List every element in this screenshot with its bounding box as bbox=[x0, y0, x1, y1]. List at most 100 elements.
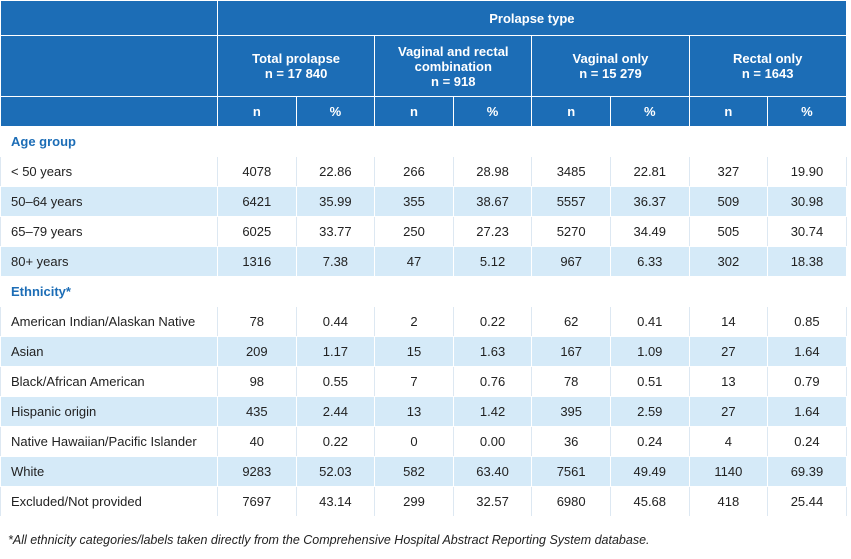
cell-value: 2 bbox=[374, 306, 454, 337]
sub-header: % bbox=[295, 96, 376, 127]
cell-value: 40 bbox=[217, 426, 297, 457]
row-label: Hispanic origin bbox=[0, 396, 218, 427]
cell-value: 25.44 bbox=[767, 486, 847, 517]
cell-value: 0.00 bbox=[452, 426, 533, 457]
cell-value: 299 bbox=[374, 486, 454, 517]
cell-value: 7.38 bbox=[295, 246, 376, 277]
header-row: Prolapse type bbox=[0, 0, 847, 36]
row-label: American Indian/Alaskan Native bbox=[0, 306, 218, 337]
group-label: Rectal only bbox=[732, 51, 803, 66]
group-header: Total prolapse n = 17 840 bbox=[216, 35, 376, 97]
group-n: n = 15 279 bbox=[579, 66, 642, 81]
cell-value: 1.64 bbox=[767, 396, 847, 427]
section-title: Ethnicity* bbox=[0, 276, 847, 307]
cell-value: 36 bbox=[531, 426, 611, 457]
cell-value: 19.90 bbox=[767, 156, 847, 187]
cell-value: 0.51 bbox=[609, 366, 690, 397]
cell-value: 327 bbox=[688, 156, 769, 187]
row-label: Native Hawaiian/Pacific Islander bbox=[0, 426, 218, 457]
row-label: White bbox=[0, 456, 218, 487]
cell-value: 1140 bbox=[688, 456, 769, 487]
table-header: Prolapse type Total prolapse n = 17 840 Vag… bbox=[0, 0, 847, 127]
row-label: 80+ years bbox=[0, 246, 218, 277]
cell-value: 9283 bbox=[217, 456, 297, 487]
table-row: < 50 years 4078 22.86 266 28.98 3485 22.81 327 1… bbox=[0, 156, 847, 187]
cell-value: 6025 bbox=[217, 216, 297, 247]
group-label: Total prolapse bbox=[252, 51, 341, 66]
cell-value: 0.79 bbox=[767, 366, 847, 397]
group-label: Vaginal and rectal combination bbox=[398, 43, 509, 74]
cell-value: 78 bbox=[217, 306, 297, 337]
table-title: Prolapse type bbox=[217, 0, 847, 36]
cell-value: 27.23 bbox=[452, 216, 533, 247]
cell-value: 30.98 bbox=[767, 186, 847, 217]
row-label: 65–79 years bbox=[0, 216, 218, 247]
sub-header: n bbox=[688, 96, 769, 127]
cell-value: 49.49 bbox=[609, 456, 690, 487]
row-label: Excluded/Not provided bbox=[0, 486, 218, 517]
header-row: n% n% n% n% bbox=[0, 96, 847, 127]
cell-value: 0.24 bbox=[767, 426, 847, 457]
cell-value: 2.44 bbox=[295, 396, 376, 427]
cell-value: 418 bbox=[688, 486, 769, 517]
cell-value: 30.74 bbox=[767, 216, 847, 247]
cell-value: 4078 bbox=[217, 156, 297, 187]
table-row: 65–79 years 6025 33.77 250 27.23 5270 34.49 505… bbox=[0, 216, 847, 247]
cell-value: 69.39 bbox=[767, 456, 847, 487]
cell-value: 22.81 bbox=[609, 156, 690, 187]
cell-value: 302 bbox=[688, 246, 769, 277]
cell-value: 1.17 bbox=[295, 336, 376, 367]
cell-value: 38.67 bbox=[452, 186, 533, 217]
cell-value: 5270 bbox=[531, 216, 611, 247]
cell-value: 47 bbox=[374, 246, 454, 277]
table-row: Native Hawaiian/Pacific Islander 40 0.22 0 0… bbox=[0, 426, 847, 457]
cell-value: 209 bbox=[217, 336, 297, 367]
cell-value: 6980 bbox=[531, 486, 611, 517]
cell-value: 1.63 bbox=[452, 336, 533, 367]
cell-value: 3485 bbox=[531, 156, 611, 187]
cell-value: 27 bbox=[688, 396, 769, 427]
cell-value: 13 bbox=[374, 396, 454, 427]
cell-value: 582 bbox=[374, 456, 454, 487]
row-label: Black/African American bbox=[0, 366, 218, 397]
cell-value: 0.24 bbox=[609, 426, 690, 457]
table-row: Excluded/Not provided 7697 43.14 299 32.57 69… bbox=[0, 486, 847, 517]
cell-value: 22.86 bbox=[295, 156, 376, 187]
group-n: n = 17 840 bbox=[264, 66, 328, 81]
cell-value: 43.14 bbox=[295, 486, 376, 517]
section-title: Age group bbox=[0, 126, 847, 157]
cell-value: 1.09 bbox=[609, 336, 690, 367]
cell-value: 435 bbox=[217, 396, 297, 427]
cell-value: 52.03 bbox=[295, 456, 376, 487]
cell-value: 2.59 bbox=[609, 396, 690, 427]
cell-value: 505 bbox=[688, 216, 769, 247]
cell-value: 0.55 bbox=[295, 366, 376, 397]
table-row: Asian 209 1.17 15 1.63 167 1.09 27 1.64 bbox=[0, 336, 847, 367]
cell-value: 33.77 bbox=[295, 216, 376, 247]
cell-value: 6421 bbox=[217, 186, 297, 217]
section-row: Age group bbox=[0, 126, 847, 157]
cell-value: 0.85 bbox=[767, 306, 847, 337]
cell-value: 5557 bbox=[531, 186, 611, 217]
cell-value: 7 bbox=[374, 366, 454, 397]
cell-value: 355 bbox=[374, 186, 454, 217]
sub-header: n bbox=[374, 96, 454, 127]
cell-value: 32.57 bbox=[452, 486, 533, 517]
footnote: *All ethnicity categories/labels taken d… bbox=[8, 533, 650, 547]
table-body: Age group < 50 years 4078 22.86 266 28.98 3485… bbox=[0, 126, 847, 517]
cell-value: 45.68 bbox=[609, 486, 690, 517]
cell-value: 14 bbox=[688, 306, 769, 337]
cell-value: 13 bbox=[688, 366, 769, 397]
group-n: n = 918 bbox=[431, 73, 476, 89]
group-label: Vaginal only bbox=[572, 51, 649, 66]
cell-value: 1.64 bbox=[767, 336, 847, 367]
cell-value: 1316 bbox=[217, 246, 297, 277]
data-table: Prolapse type Total prolapse n = 17 840 Vag… bbox=[0, 0, 847, 517]
row-label: 50–64 years bbox=[0, 186, 218, 217]
cell-value: 0.44 bbox=[295, 306, 376, 337]
cell-value: 78 bbox=[531, 366, 611, 397]
cell-value: 98 bbox=[217, 366, 297, 397]
sub-header: n bbox=[531, 96, 611, 127]
cell-value: 0.41 bbox=[609, 306, 690, 337]
